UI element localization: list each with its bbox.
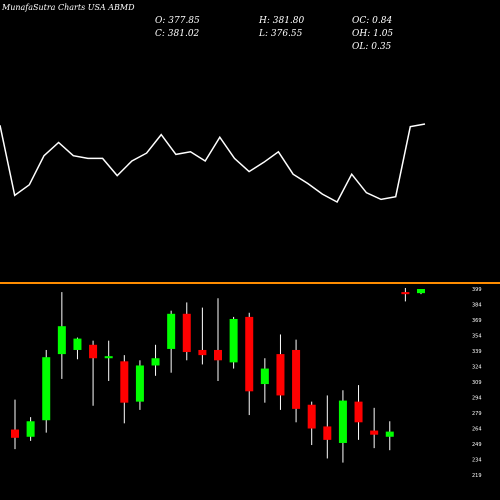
price-tick-label: 384 [472, 303, 482, 309]
candlestick-chart [11, 287, 425, 463]
price-tick-label: 354 [472, 334, 482, 340]
candle [323, 395, 332, 459]
candle-body-up [26, 421, 35, 437]
candle [245, 312, 254, 416]
candle-body-up [73, 338, 82, 350]
candle [214, 298, 222, 381]
candle [198, 307, 207, 365]
candle [135, 360, 144, 410]
price-tick-label: 279 [472, 411, 482, 417]
candle-body-up [104, 356, 113, 359]
candle [42, 349, 51, 433]
candle [417, 289, 425, 295]
high-value: H: 381.80 [259, 16, 305, 26]
candle [401, 287, 410, 302]
candle-body-up [151, 358, 160, 366]
price-axis: 219 234 249 264 279 294 309 324 339 354 369 384 399 [472, 287, 482, 479]
candle [26, 417, 35, 441]
chart-watermark: MunafaSutra Charts USA ABMD [2, 3, 135, 12]
candle-body-up [167, 313, 176, 349]
candle-body-down [198, 349, 207, 356]
price-tick-label: 339 [472, 349, 482, 355]
open-value: O: 377.85 [155, 16, 200, 26]
low-value: L: 376.55 [259, 29, 303, 39]
candle [370, 407, 379, 449]
candle-body-down [245, 316, 254, 392]
candle-body-up [42, 357, 51, 421]
candle-body-down [323, 426, 332, 440]
candle [73, 337, 82, 360]
candle-body-down [292, 349, 301, 409]
candle-body-down [401, 292, 410, 295]
candle [307, 401, 316, 446]
candle [167, 310, 176, 373]
candle [120, 355, 129, 424]
candle-body-up [260, 368, 269, 385]
candle [385, 421, 394, 451]
candle [338, 390, 347, 463]
candle-body-up [385, 431, 394, 437]
open-close-diff: OC: 0.84 [352, 16, 393, 26]
price-tick-label: 309 [472, 380, 482, 386]
candle-body-up [229, 318, 238, 363]
candle [89, 340, 98, 406]
candle-body-down [11, 429, 19, 438]
line-chart [0, 123, 426, 204]
candle-body-down [370, 430, 379, 435]
candle [182, 302, 191, 361]
candle-body-down [120, 361, 129, 403]
candle-body-down [276, 354, 285, 396]
candle-body-up [57, 326, 66, 355]
candle-body-down [354, 401, 363, 423]
price-tick-label: 294 [472, 396, 482, 402]
candle [260, 358, 269, 403]
price-tick-label: 219 [472, 473, 482, 479]
price-tick-label: 399 [472, 287, 482, 293]
candle [354, 385, 363, 440]
price-tick-label: 324 [472, 365, 482, 371]
candle-body-down [307, 404, 316, 429]
candle [229, 316, 238, 369]
open-low-diff: OL: 0.35 [352, 42, 392, 52]
open-high-diff: OH: 1.05 [352, 29, 394, 39]
candle-body-down [214, 349, 222, 361]
candle [292, 339, 301, 423]
candle [11, 399, 19, 450]
price-line-series [0, 123, 426, 204]
candle [104, 340, 113, 381]
price-tick-label: 369 [472, 318, 482, 324]
candle-body-down [182, 313, 191, 353]
candle-body-up [417, 289, 425, 294]
candle [151, 344, 160, 376]
candle [276, 334, 285, 410]
price-tick-label: 234 [472, 458, 482, 464]
candle-body-up [338, 400, 347, 443]
candle [57, 292, 66, 379]
candle-body-up [135, 365, 144, 402]
price-tick-label: 264 [472, 427, 482, 433]
close-value: C: 381.02 [155, 29, 200, 39]
price-tick-label: 249 [472, 442, 482, 448]
candle-body-down [89, 344, 98, 359]
